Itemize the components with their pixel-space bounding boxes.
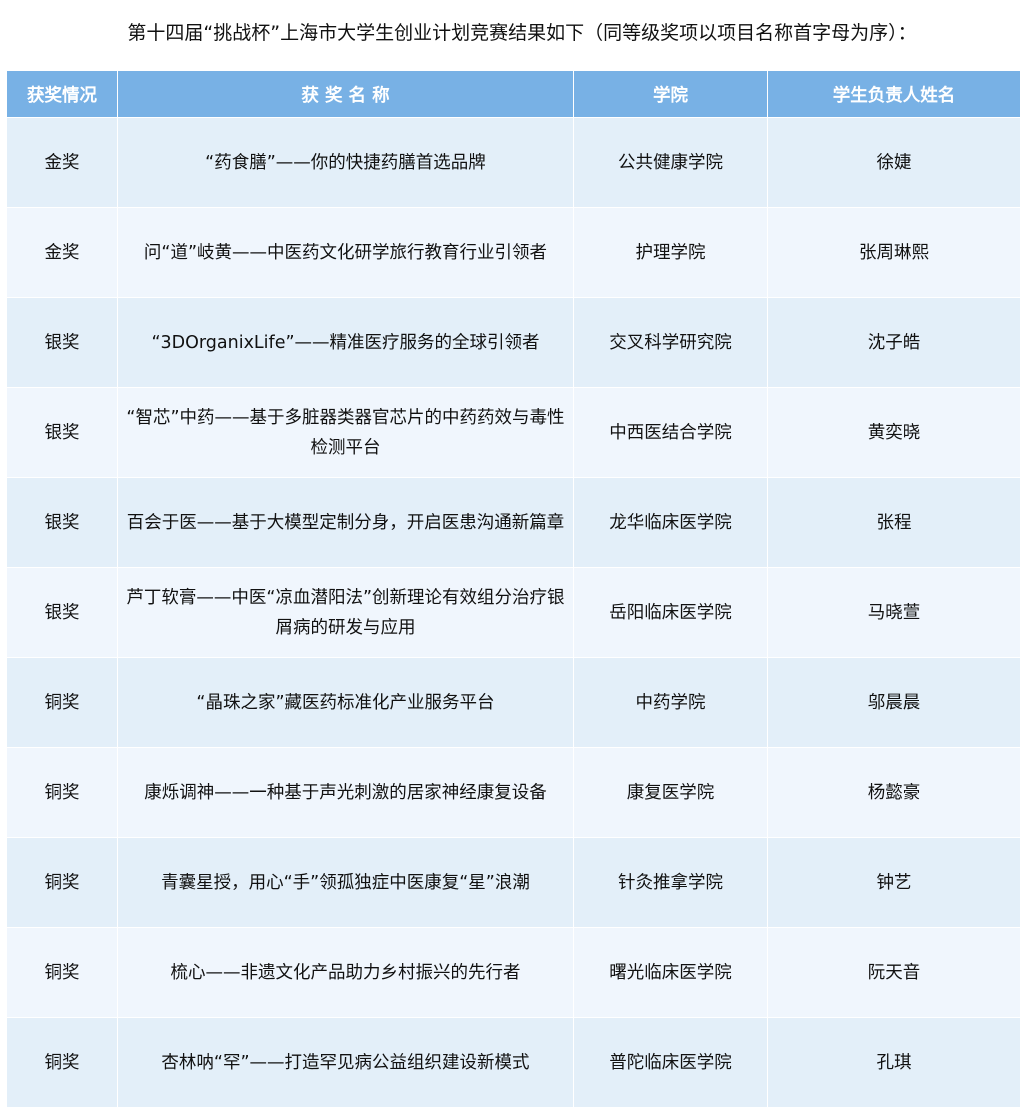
- leader-cell: 张程: [767, 477, 1021, 568]
- header-award: 获奖情况: [6, 71, 118, 118]
- table-row: 铜奖 青囊星授，用心“手”领孤独症中医康复“星”浪潮 针灸推拿学院 钟艺: [6, 837, 1021, 928]
- leader-cell: 邬晨晨: [767, 657, 1021, 748]
- project-cell: 芦丁软膏——中医“凉血潜阳法”创新理论有效组分治疗银屑病的研发与应用: [117, 567, 574, 658]
- table-row: 铜奖 梳心——非遗文化产品助力乡村振兴的先行者 曙光临床医学院 阮天音: [6, 927, 1021, 1018]
- table-row: 银奖 百会于医——基于大模型定制分身，开启医患沟通新篇章 龙华临床医学院 张程: [6, 477, 1021, 568]
- college-cell: 针灸推拿学院: [573, 837, 768, 928]
- college-cell: 交叉科学研究院: [573, 297, 768, 388]
- project-cell: 杏林呐“罕”——打造罕见病公益组织建设新模式: [117, 1017, 574, 1108]
- award-cell: 金奖: [6, 117, 118, 208]
- leader-cell: 钟艺: [767, 837, 1021, 928]
- leader-cell: 杨懿豪: [767, 747, 1021, 838]
- award-cell: 银奖: [6, 567, 118, 658]
- award-cell: 银奖: [6, 477, 118, 568]
- project-cell: 青囊星授，用心“手”领孤独症中医康复“星”浪潮: [117, 837, 574, 928]
- page-title: 第十四届“挑战杯”上海市大学生创业计划竞赛结果如下（同等级奖项以项目名称首字母为…: [127, 22, 917, 44]
- award-cell: 铜奖: [6, 927, 118, 1018]
- award-cell: 铜奖: [6, 1017, 118, 1108]
- college-cell: 护理学院: [573, 207, 768, 298]
- leader-cell: 孔琪: [767, 1017, 1021, 1108]
- project-cell: “晶珠之家”藏医药标准化产业服务平台: [117, 657, 574, 748]
- project-cell: 百会于医——基于大模型定制分身，开启医患沟通新篇章: [117, 477, 574, 568]
- table-row: 铜奖 “晶珠之家”藏医药标准化产业服务平台 中药学院 邬晨晨: [6, 657, 1021, 748]
- college-cell: 康复医学院: [573, 747, 768, 838]
- table-row: 银奖 芦丁软膏——中医“凉血潜阳法”创新理论有效组分治疗银屑病的研发与应用 岳阳临床…: [6, 567, 1021, 658]
- header-project: 获 奖 名 称: [117, 71, 574, 118]
- award-cell: 铜奖: [6, 657, 118, 748]
- table-row: 银奖 “智芯”中药——基于多脏器类器官芯片的中药药效与毒性检测平台 中西医结合学院黄…: [6, 387, 1021, 478]
- award-cell: 金奖: [6, 207, 118, 298]
- leader-cell: 徐婕: [767, 117, 1021, 208]
- leader-cell: 沈子皓: [767, 297, 1021, 388]
- college-cell: 龙华临床医学院: [573, 477, 768, 568]
- table-row: 金奖 “药食膳”——你的快捷药膳首选品牌 公共健康学院 徐婕: [6, 117, 1021, 208]
- table-header-row: 获奖情况 获 奖 名 称 学院 学生负责人姓名: [6, 71, 1021, 118]
- awards-table: 获奖情况 获 奖 名 称 学院 学生负责人姓名 金奖 “药食膳”——你的快捷药膳首…: [6, 71, 1021, 1108]
- leader-cell: 马晓萱: [767, 567, 1021, 658]
- header-leader: 学生负责人姓名: [767, 71, 1021, 118]
- college-cell: 中西医结合学院: [573, 387, 768, 478]
- project-cell: “3DOrganixLife”——精准医疗服务的全球引领者: [117, 297, 574, 388]
- table-row: 金奖 问“道”岐黄——中医药文化研学旅行教育行业引领者 护理学院 张周琳熙: [6, 207, 1021, 298]
- header-college: 学院: [573, 71, 768, 118]
- award-cell: 铜奖: [6, 747, 118, 838]
- college-cell: 普陀临床医学院: [573, 1017, 768, 1108]
- leader-cell: 黄奕晓: [767, 387, 1021, 478]
- award-cell: 银奖: [6, 387, 118, 478]
- project-cell: “药食膳”——你的快捷药膳首选品牌: [117, 117, 574, 208]
- project-cell: “智芯”中药——基于多脏器类器官芯片的中药药效与毒性检测平台: [117, 387, 574, 478]
- college-cell: 岳阳临床医学院: [573, 567, 768, 658]
- award-cell: 银奖: [6, 297, 118, 388]
- table-row: 铜奖 康烁调神——一种基于声光刺激的居家神经康复设备 康复医学院 杨懿豪: [6, 747, 1021, 838]
- college-cell: 公共健康学院: [573, 117, 768, 208]
- table-row: 银奖 “3DOrganixLife”——精准医疗服务的全球引领者 交叉科学研究院 沈子…: [6, 297, 1021, 388]
- project-cell: 梳心——非遗文化产品助力乡村振兴的先行者: [117, 927, 574, 1018]
- award-cell: 铜奖: [6, 837, 118, 928]
- leader-cell: 张周琳熙: [767, 207, 1021, 298]
- project-cell: 康烁调神——一种基于声光刺激的居家神经康复设备: [117, 747, 574, 838]
- project-cell: 问“道”岐黄——中医药文化研学旅行教育行业引领者: [117, 207, 574, 298]
- table-row: 铜奖 杏林呐“罕”——打造罕见病公益组织建设新模式 普陀临床医学院 孔琪: [6, 1017, 1021, 1108]
- leader-cell: 阮天音: [767, 927, 1021, 1018]
- college-cell: 曙光临床医学院: [573, 927, 768, 1018]
- college-cell: 中药学院: [573, 657, 768, 748]
